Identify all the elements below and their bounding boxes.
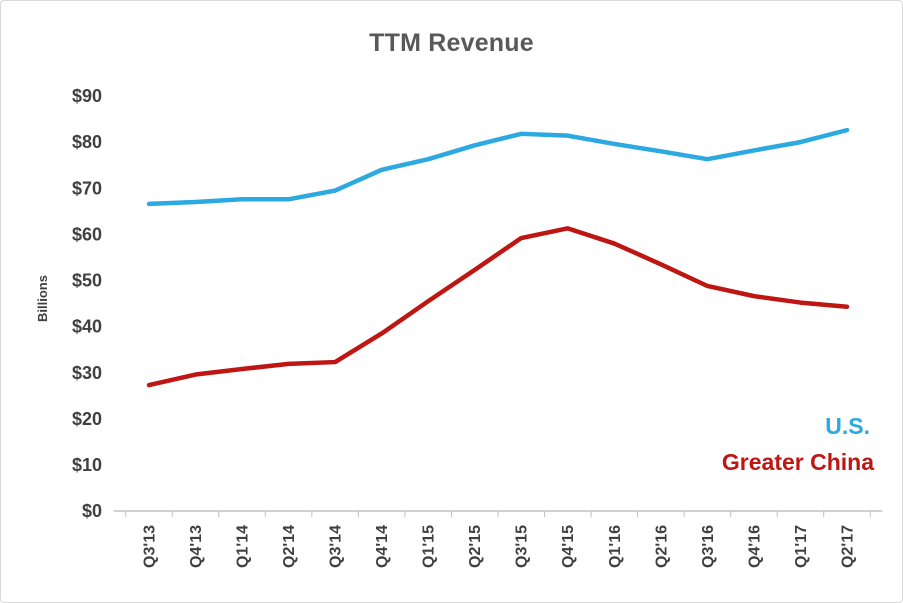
x-tick-label: Q3'15 (514, 525, 531, 568)
x-tick-label: Q4'16 (746, 525, 763, 568)
y-tick-label: $90 (72, 86, 102, 106)
y-tick-label: $30 (72, 363, 102, 383)
y-tick-label: $10 (72, 455, 102, 475)
legend-item-us: U.S. (825, 413, 870, 439)
y-tick-label: $80 (72, 132, 102, 152)
y-tick-label: $70 (72, 178, 102, 198)
chart-title: TTM Revenue (369, 29, 534, 57)
x-tick-label: Q1'15 (421, 525, 438, 568)
x-tick-label: Q2'15 (467, 525, 484, 568)
x-tick-label: Q1'14 (235, 525, 252, 568)
x-tick-label: Q4'14 (374, 525, 391, 568)
x-tick-label: Q2'16 (653, 525, 670, 568)
series-line-greater-china (146, 226, 850, 388)
x-tick-label: Q3'16 (700, 525, 717, 568)
x-tick-label: Q1'17 (793, 525, 810, 568)
legend-item-greater-china: Greater China (721, 449, 874, 475)
y-tick-label: $0 (82, 501, 102, 521)
x-tick-label: Q4'13 (188, 525, 205, 568)
x-tick-label: Q2'14 (281, 525, 298, 568)
y-axis-title: Billions (34, 275, 50, 322)
x-tick-label: Q4'15 (560, 525, 577, 568)
y-tick-label: $40 (72, 317, 102, 337)
y-tick-label: $50 (72, 271, 102, 291)
x-tick-label: Q3'13 (141, 525, 158, 568)
y-tick-label: $20 (72, 409, 102, 429)
series-line-u-s (146, 127, 850, 207)
y-tick-label: $60 (72, 224, 102, 244)
x-tick-label: Q2'17 (839, 525, 856, 568)
x-tick-label: Q1'16 (607, 525, 624, 568)
x-tick-label: Q3'14 (328, 525, 345, 568)
